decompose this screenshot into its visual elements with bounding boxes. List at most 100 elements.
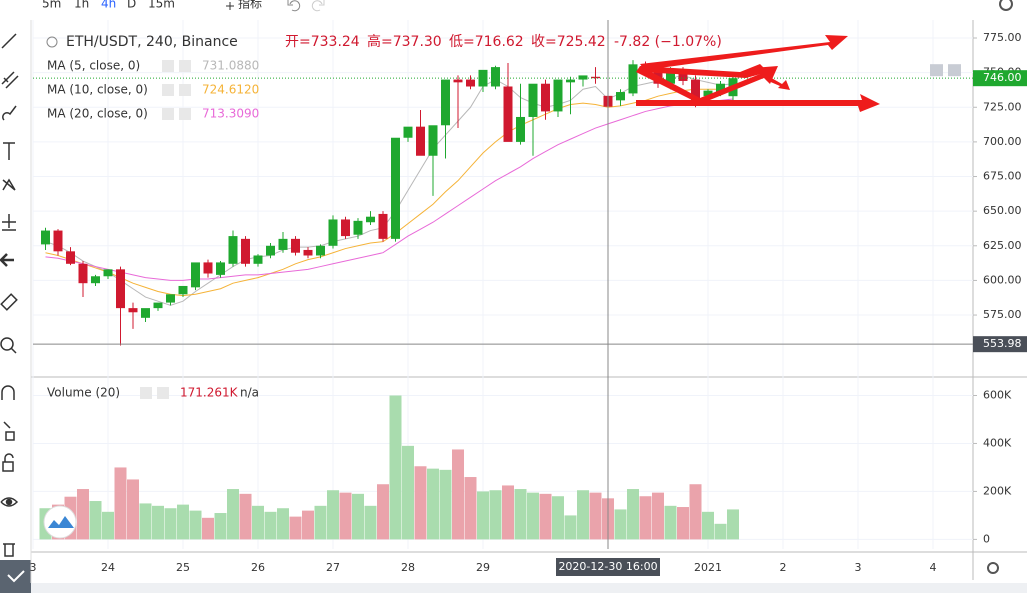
ma-value: 713.3090 <box>202 107 259 121</box>
tool-magnet[interactable] <box>1 385 15 400</box>
volume-bar <box>702 511 714 540</box>
tool-lock-draw[interactable] <box>3 421 15 441</box>
collapse-icon[interactable] <box>46 36 58 48</box>
tool-back[interactable] <box>0 253 14 267</box>
candle-body <box>678 71 688 81</box>
ma-name: MA (5, close, 0) <box>47 59 140 73</box>
volume-extra: n/a <box>240 386 259 400</box>
ohlc-open: 开=733.24 <box>285 34 360 50</box>
indicators-button[interactable]: 指标 <box>238 0 262 11</box>
undo-icon[interactable] <box>287 0 301 12</box>
interval[interactable]: 15m <box>148 0 175 11</box>
volume-tick-label: 0 <box>983 532 990 545</box>
redo-icon[interactable] <box>311 0 325 12</box>
volume-bar <box>689 484 702 540</box>
plus-icon[interactable] <box>226 2 234 10</box>
volume-bar <box>152 505 164 540</box>
eye-button[interactable] <box>162 108 174 120</box>
candle-body <box>178 285 188 295</box>
candle-body <box>191 262 200 288</box>
crosshair-time-tag <box>556 558 660 576</box>
scale-button[interactable] <box>930 64 943 77</box>
tool-eye[interactable] <box>0 497 19 507</box>
volume-bar <box>639 496 652 540</box>
x-tick-label: 24 <box>101 561 115 574</box>
volume-bar <box>502 485 514 540</box>
ma-value: 731.0880 <box>202 59 259 73</box>
watermark <box>43 505 77 539</box>
candle-body <box>391 137 400 239</box>
arrow <box>640 35 848 70</box>
tool-pattern[interactable] <box>2 178 16 191</box>
eye-button[interactable] <box>162 60 174 72</box>
toolbar-toggle[interactable] <box>0 560 31 593</box>
candle-body <box>716 83 725 93</box>
settings-button[interactable] <box>157 387 169 399</box>
moving-average <box>45 87 734 297</box>
tool-measure[interactable] <box>2 214 16 231</box>
left-toolbar <box>0 33 19 557</box>
tool-brush[interactable] <box>2 105 17 121</box>
volume-tick-label: 400K <box>983 436 1012 449</box>
axes: 575.00 600.00 625.00 650.00 675.00 700.00 725.… <box>30 31 1027 576</box>
candle-body <box>503 86 513 142</box>
volume-legend: Volume (20) 171.261K n/a <box>47 386 259 400</box>
settings-button[interactable] <box>179 60 191 72</box>
volume-bar <box>214 513 227 540</box>
drawn-arrows <box>636 35 880 112</box>
tool-eye-pupil <box>5 498 13 506</box>
candle-body <box>591 76 600 79</box>
volume-bar <box>77 489 89 540</box>
candle-body <box>266 245 275 256</box>
last-price-label: 746.00 <box>983 71 1022 84</box>
interval[interactable]: D <box>127 0 136 11</box>
y-tick-label: 625.00 <box>983 239 1022 252</box>
arrow <box>636 66 778 104</box>
x-tick-label: 29 <box>476 561 490 574</box>
tool-zoom[interactable] <box>0 337 14 351</box>
volume-bar <box>277 508 289 540</box>
eye-button[interactable] <box>162 84 174 96</box>
candle-body <box>103 269 113 277</box>
candle-body <box>91 276 100 284</box>
tool-ruler[interactable] <box>0 293 18 311</box>
interval[interactable]: 5m <box>42 0 61 11</box>
candle-body <box>466 79 475 87</box>
interval[interactable]: 4h <box>101 0 116 11</box>
candle-body <box>653 65 663 84</box>
volume-tick-label: 600K <box>983 388 1012 401</box>
eye-button[interactable] <box>140 387 152 399</box>
axis-settings[interactable] <box>987 562 1000 574</box>
tool-trash[interactable] <box>3 543 15 557</box>
y-tick-label: 675.00 <box>983 170 1022 183</box>
candle-body <box>428 125 438 156</box>
candle-body <box>203 262 213 274</box>
candle-body <box>666 69 675 84</box>
settings-button[interactable] <box>179 84 191 96</box>
tool-lock-shackle[interactable] <box>4 453 14 462</box>
y-tick-label: 600.00 <box>983 273 1022 286</box>
scale-button[interactable] <box>948 64 961 77</box>
tool-zoom-handle[interactable] <box>10 347 17 354</box>
settings-icon[interactable] <box>999 0 1013 11</box>
volume-bar <box>527 492 539 540</box>
candle-body <box>541 83 550 112</box>
volume-bar <box>314 505 327 540</box>
x-tick-label: 25 <box>176 561 190 574</box>
volume-bar <box>89 501 102 540</box>
ma-value: 724.6120 <box>202 83 259 97</box>
tool-fib[interactable] <box>1 71 19 89</box>
volume-bar <box>577 490 589 540</box>
x-tick-label: 2021 <box>694 561 722 574</box>
candle-body <box>491 67 500 87</box>
tool-text[interactable] <box>3 142 15 160</box>
settings-button[interactable] <box>179 108 191 120</box>
candle-body <box>53 230 63 252</box>
tool-line[interactable] <box>1 33 17 49</box>
volume-bar <box>239 493 252 540</box>
tool-lock[interactable] <box>2 461 14 472</box>
interval[interactable]: 1h <box>74 0 89 11</box>
toggle-check <box>7 570 25 583</box>
volume-bar <box>114 467 127 540</box>
